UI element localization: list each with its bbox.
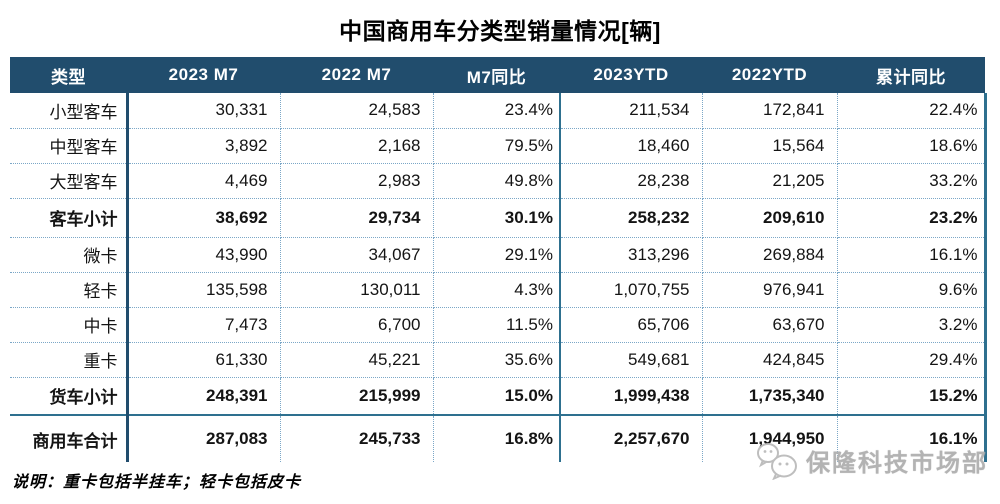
cell-value: 976,941 (702, 272, 838, 308)
table-row: 大型客车 4,469 2,983 49.8% 28,238 21,205 33.2% (10, 163, 987, 199)
cell-value: 1,735,340 (702, 377, 838, 416)
cell-value: 287,083 (127, 415, 281, 462)
column-header-2: 2022 M7 (280, 57, 433, 93)
cell-value: 15.0% (433, 377, 561, 416)
table-row: 轻卡 135,598 130,011 4.3% 1,070,755 976,941 9.6% (10, 272, 987, 308)
table-row: 中卡 7,473 6,700 11.5% 65,706 63,670 3.2% (10, 307, 987, 343)
cell-value: 2,257,670 (560, 415, 703, 462)
column-header-1: 2023 M7 (127, 57, 280, 93)
table-row: 货车小计 248,391 215,999 15.0% 1,999,438 1,735,34… (10, 377, 987, 416)
cell-value: 245,733 (280, 415, 434, 462)
cell-value: 130,011 (280, 272, 434, 308)
cell-value: 21,205 (702, 163, 838, 199)
cell-value: 23.2% (837, 198, 987, 238)
cell-value: 63,670 (702, 307, 838, 343)
column-header-0: 类型 (10, 57, 127, 93)
cell-value: 313,296 (560, 237, 703, 273)
table-row: 客车小计 38,692 29,734 30.1% 258,232 209,610 23.2% (10, 198, 987, 238)
cell-value: 2,983 (280, 163, 434, 199)
cell-value: 22.4% (837, 93, 987, 129)
cell-value: 65,706 (560, 307, 703, 343)
cell-value: 16.8% (433, 415, 561, 462)
row-label: 轻卡 (10, 272, 129, 308)
table-row: 中型客车 3,892 2,168 79.5% 18,460 15,564 18.6% (10, 128, 987, 164)
cell-value: 79.5% (433, 128, 561, 164)
cell-value: 2,168 (280, 128, 434, 164)
cell-value: 215,999 (280, 377, 434, 416)
column-header-5: 2022YTD (702, 57, 837, 93)
cell-value: 15.2% (837, 377, 987, 416)
cell-value: 424,845 (702, 342, 838, 378)
cell-value: 49.8% (433, 163, 561, 199)
table-row: 商用车合计 287,083 245,733 16.8% 2,257,670 1,944,9… (10, 415, 987, 462)
column-header-4: 2023YTD (560, 57, 702, 93)
table-header: 类型 2023 M7 2022 M7 M7同比 2023YTD 2022YTD 累计同比 (10, 57, 985, 93)
cell-value: 209,610 (702, 198, 838, 238)
cell-value: 7,473 (127, 307, 281, 343)
cell-value: 248,391 (127, 377, 281, 416)
row-label: 中卡 (10, 307, 129, 343)
watermark: 保隆科技市场部 (756, 440, 988, 480)
cell-value: 16.1% (837, 415, 987, 462)
column-header-3: M7同比 (433, 57, 560, 93)
cell-value: 11.5% (433, 307, 561, 343)
cell-value: 172,841 (702, 93, 838, 129)
cell-value: 45,221 (280, 342, 434, 378)
cell-value: 6,700 (280, 307, 434, 343)
cell-value: 33.2% (837, 163, 987, 199)
cell-value: 35.6% (433, 342, 561, 378)
cell-value: 23.4% (433, 93, 561, 129)
cell-value: 29.1% (433, 237, 561, 273)
table-row: 小型客车 30,331 24,583 23.4% 211,534 172,841 22.4% (10, 93, 987, 129)
cell-value: 38,692 (127, 198, 281, 238)
cell-value: 18,460 (560, 128, 703, 164)
cell-value: 211,534 (560, 93, 703, 129)
column-header-6: 累计同比 (837, 57, 985, 93)
row-label: 商用车合计 (10, 415, 129, 462)
cell-value: 29.4% (837, 342, 987, 378)
cell-value: 3,892 (127, 128, 281, 164)
row-label: 小型客车 (10, 93, 129, 129)
row-label: 重卡 (10, 342, 129, 378)
cell-value: 4.3% (433, 272, 561, 308)
cell-value: 1,999,438 (560, 377, 703, 416)
cell-value: 269,884 (702, 237, 838, 273)
table-row: 重卡 61,330 45,221 35.6% 549,681 424,845 29.4% (10, 342, 987, 378)
cell-value: 28,238 (560, 163, 703, 199)
sales-table: 类型 2023 M7 2022 M7 M7同比 2023YTD 2022YTD 累计同比 小… (10, 57, 987, 462)
wechat-logo-icon (756, 440, 800, 480)
cell-value: 135,598 (127, 272, 281, 308)
cell-value: 43,990 (127, 237, 281, 273)
cell-value: 16.1% (837, 237, 987, 273)
cell-value: 258,232 (560, 198, 703, 238)
page-title: 中国商用车分类型销量情况[辆] (339, 18, 661, 44)
cell-value: 1,070,755 (560, 272, 703, 308)
cell-value: 18.6% (837, 128, 987, 164)
table-row: 微卡 43,990 34,067 29.1% 313,296 269,884 16.1% (10, 237, 987, 273)
row-label: 大型客车 (10, 163, 129, 199)
cell-value: 30,331 (127, 93, 281, 129)
cell-value: 4,469 (127, 163, 281, 199)
cell-value: 549,681 (560, 342, 703, 378)
cell-value: 3.2% (837, 307, 987, 343)
cell-value: 34,067 (280, 237, 434, 273)
footnote: 说明：重卡包括半挂车；轻卡包括皮卡 (12, 474, 302, 491)
cell-value: 15,564 (702, 128, 838, 164)
cell-value: 30.1% (433, 198, 561, 238)
cell-value: 24,583 (280, 93, 434, 129)
cell-value: 9.6% (837, 272, 987, 308)
cell-value: 61,330 (127, 342, 281, 378)
cell-value: 29,734 (280, 198, 434, 238)
row-label: 货车小计 (10, 377, 129, 416)
row-label: 中型客车 (10, 128, 129, 164)
row-label: 微卡 (10, 237, 129, 273)
row-label: 客车小计 (10, 198, 129, 238)
watermark-label: 保隆科技市场部 (806, 449, 988, 477)
